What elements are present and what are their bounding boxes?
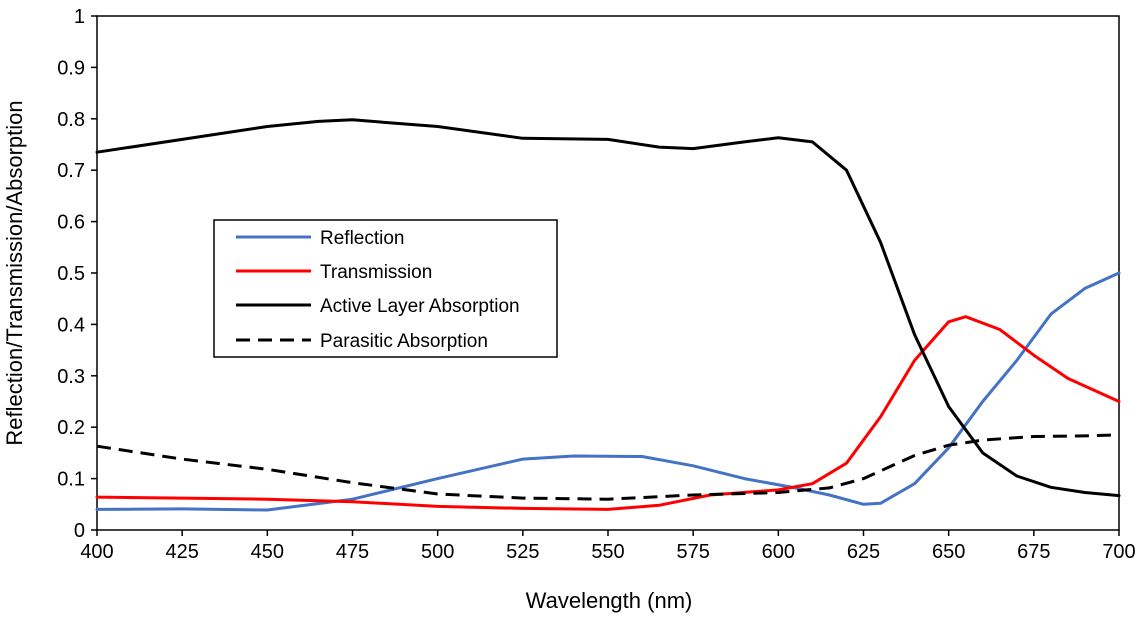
y-tick-label: 0.7 <box>57 160 85 182</box>
x-tick-label: 625 <box>847 541 880 563</box>
legend-label-transmission: Transmission <box>320 262 432 283</box>
x-tick-label: 400 <box>80 541 113 563</box>
y-tick-label: 1 <box>74 6 85 28</box>
series-line-active-layer-absorption <box>95 118 1121 498</box>
x-tick-label: 450 <box>251 541 284 563</box>
y-tick-label: 0 <box>74 520 85 542</box>
y-tick-label: 0.4 <box>57 314 85 336</box>
y-axis-title: Reflection/Transmission/Absorption <box>2 100 27 445</box>
legend-label-reflection: Reflection <box>320 228 405 249</box>
x-tick-label: 425 <box>165 541 198 563</box>
legend-label-parasitic-absorption: Parasitic Absorption <box>320 331 488 352</box>
y-tick-label: 0.3 <box>57 366 85 388</box>
x-tick-label: 550 <box>591 541 624 563</box>
y-tick-label: 0.9 <box>57 57 85 79</box>
x-tick-label: 525 <box>506 541 539 563</box>
x-axis-ticks: 400 425 450 475 500 525 550 575 600 625 650 675 700 <box>80 530 1136 563</box>
y-axis-ticks: 0 0.1 0.2 0.3 0.4 0.5 0.6 0.7 0.8 0.9 1 <box>57 6 97 542</box>
y-tick-label: 0.8 <box>57 109 85 131</box>
series-line-parasitic-absorption <box>96 433 1120 501</box>
y-tick-label: 0.5 <box>57 263 85 285</box>
x-tick-label: 700 <box>1102 541 1135 563</box>
legend: Reflection Transmission Active Layer Abs… <box>213 219 558 358</box>
x-tick-label: 475 <box>336 541 369 563</box>
y-tick-label: 0.6 <box>57 212 85 234</box>
y-tick-label: 0.2 <box>57 417 85 439</box>
x-tick-label: 650 <box>932 541 965 563</box>
x-axis-title: Wavelength (nm) <box>526 588 693 613</box>
x-tick-label: 675 <box>1017 541 1050 563</box>
series-line-transmission <box>95 315 1121 511</box>
legend-box <box>213 219 558 358</box>
x-tick-label: 575 <box>676 541 709 563</box>
x-tick-label: 500 <box>421 541 454 563</box>
series-lines <box>95 118 1121 512</box>
x-tick-label: 600 <box>762 541 795 563</box>
y-tick-label: 0.1 <box>57 469 85 491</box>
legend-label-active-layer-absorption: Active Layer Absorption <box>320 296 520 317</box>
